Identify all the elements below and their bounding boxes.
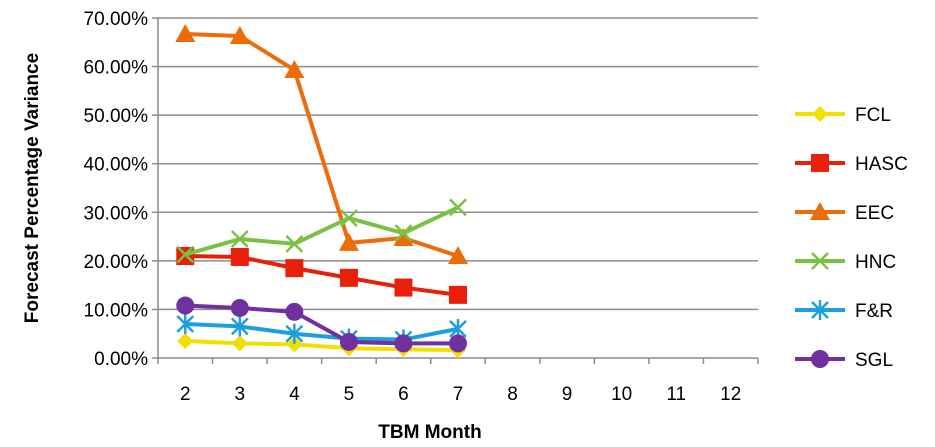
series-line-sgl (185, 303, 458, 346)
legend-label-f-r: F&R (855, 301, 893, 322)
x-tick-label: 8 (507, 384, 518, 405)
plot-area (175, 24, 468, 359)
x-tick-label: 7 (453, 384, 464, 405)
legend-label-hasc: HASC (855, 154, 908, 175)
legend-item-hnc: HNC (795, 252, 896, 273)
x-tick-label: 4 (289, 384, 300, 405)
y-axis-title: Forecast Percentage Variance (22, 53, 43, 323)
legend-item-hasc: HASC (795, 154, 908, 175)
data-point-sgl (394, 334, 413, 353)
data-point-hnc (449, 198, 467, 217)
x-tick-label: 9 (562, 384, 573, 405)
legend-marker-sgl (811, 350, 829, 368)
data-point-hasc (449, 285, 467, 304)
data-point-hasc (394, 278, 413, 297)
legend-item-eec: EEC (795, 202, 894, 224)
data-point-hasc (230, 247, 249, 266)
data-point-fcl (177, 333, 194, 349)
x-tick-label: 3 (235, 384, 246, 405)
legend-marker-eec (810, 202, 830, 220)
y-tick-label: 10.00% (84, 300, 149, 321)
legend-marker-fcl (812, 106, 828, 122)
data-point-sgl (449, 334, 467, 353)
series-line-hasc (185, 254, 459, 297)
x-tick-label: 12 (720, 384, 741, 405)
legend-label-sgl: SGL (855, 350, 893, 371)
y-tick-label: 70.00% (84, 9, 149, 30)
data-point-hnc (230, 230, 249, 248)
x-tick-label: 10 (611, 384, 632, 405)
data-point-sgl (285, 302, 304, 321)
data-point-hnc (176, 245, 195, 264)
data-point-hnc (340, 209, 358, 227)
legend-marker-hasc (811, 154, 829, 172)
data-point-eec (175, 24, 196, 43)
x-tick-label: 11 (666, 384, 686, 405)
data-point-f-r (230, 316, 249, 337)
data-point-eec (229, 25, 250, 44)
legend-label-hnc: HNC (855, 252, 896, 273)
data-point-fcl (286, 336, 303, 353)
data-point-sgl (176, 296, 195, 315)
legend-label-eec: EEC (855, 203, 894, 224)
legend-marker-hnc (811, 252, 829, 270)
y-tick-label: 30.00% (84, 203, 149, 224)
data-point-eec (284, 59, 305, 78)
data-point-hasc (339, 268, 358, 287)
data-point-hasc (285, 259, 304, 278)
y-tick-label: 20.00% (84, 252, 149, 273)
x-axis-title: TBM Month (378, 422, 481, 443)
x-tick-label: 6 (398, 384, 409, 405)
series-hnc (176, 198, 467, 264)
legend-item-f-r: F&R (795, 300, 893, 322)
data-point-f-r (285, 323, 304, 344)
x-tick-label: 2 (180, 384, 191, 405)
series-line-eec (185, 32, 459, 258)
series-sgl (176, 296, 467, 353)
x-tick-label: 5 (344, 384, 355, 405)
data-point-eec (448, 246, 468, 264)
data-point-eec (338, 232, 359, 251)
data-point-fcl (231, 335, 248, 352)
legend-item-fcl: FCL (795, 105, 891, 126)
y-axis-ticks: 0.00% 10.00% 20.00% 30.00% 40.00% 50.00% 60.00… (84, 9, 158, 370)
legend: FCL HASC EEC HNC F&R SGL (795, 105, 908, 371)
y-tick-label: 60.00% (84, 58, 149, 79)
series-eec (175, 24, 468, 264)
y-tick-label: 50.00% (84, 106, 149, 127)
data-point-hnc (285, 234, 304, 253)
data-point-f-r (176, 314, 195, 334)
series-line-fcl (185, 339, 459, 353)
data-point-eec (393, 228, 414, 247)
x-axis-ticks: 2 3 4 5 6 7 8 9 10 11 12 (157, 358, 759, 405)
data-point-sgl (230, 298, 249, 317)
legend-item-sgl: SGL (795, 350, 893, 371)
series-line-f-r (185, 322, 459, 342)
data-point-sgl (339, 332, 358, 351)
series-hasc (176, 247, 467, 304)
y-tick-label: 40.00% (84, 155, 149, 176)
legend-label-fcl: FCL (855, 105, 891, 126)
series-line-hnc (184, 205, 459, 257)
data-point-hnc (394, 224, 413, 243)
y-tick-label: 0.00% (94, 349, 148, 370)
legend-marker-f-r (811, 300, 829, 320)
